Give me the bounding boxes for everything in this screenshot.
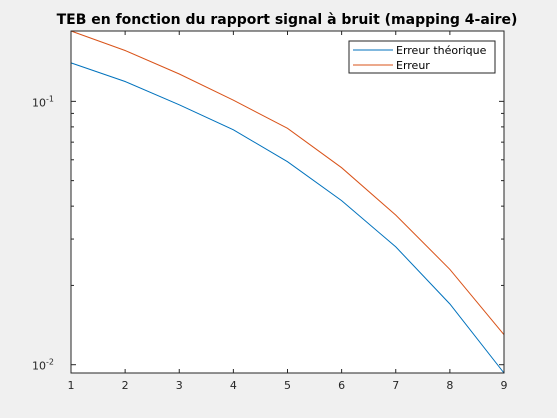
y-tick-label: 10-1 xyxy=(32,94,54,109)
x-tick-label: 7 xyxy=(392,379,399,392)
x-tick-label: 2 xyxy=(122,379,129,392)
x-tick-label: 6 xyxy=(338,379,345,392)
legend: Erreur théorique Erreur xyxy=(348,40,496,74)
x-tick-label: 3 xyxy=(176,379,183,392)
x-tick-label: 5 xyxy=(284,379,291,392)
legend-box xyxy=(348,40,496,74)
x-tick-label: 1 xyxy=(68,379,75,392)
y-tick-label: 10-2 xyxy=(32,358,54,373)
legend-label-2: Erreur xyxy=(396,59,430,72)
chart-title: TEB en fonction du rapport signal à brui… xyxy=(57,12,518,28)
x-tick-label: 8 xyxy=(446,379,453,392)
x-tick-label: 9 xyxy=(501,379,508,392)
axes-background xyxy=(71,31,504,373)
x-tick-label: 4 xyxy=(230,379,237,392)
legend-label-1: Erreur théorique xyxy=(396,44,487,57)
series-line-2 xyxy=(70,30,505,336)
plot-lines xyxy=(70,30,505,374)
series-line-1 xyxy=(70,62,505,374)
x-axis-ticks: 1 2 3 4 5 6 7 8 9 xyxy=(68,31,508,392)
